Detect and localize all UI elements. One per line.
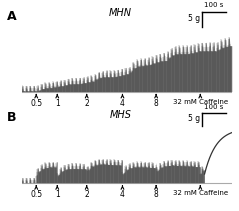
Text: B: B — [7, 111, 16, 124]
Text: 32 mM Caffeine: 32 mM Caffeine — [173, 99, 228, 105]
Text: 4: 4 — [120, 99, 125, 108]
Text: MHN: MHN — [109, 8, 132, 18]
Text: 2: 2 — [84, 190, 89, 199]
Text: 0.5: 0.5 — [30, 99, 42, 108]
Text: 2: 2 — [84, 99, 89, 108]
Text: 1: 1 — [55, 190, 60, 199]
Text: 5 g: 5 g — [188, 114, 200, 123]
Text: 100 s: 100 s — [204, 104, 224, 110]
Text: 4: 4 — [120, 190, 125, 199]
Text: 0.5: 0.5 — [30, 190, 42, 199]
Text: 8: 8 — [154, 190, 158, 199]
Text: MHS: MHS — [109, 110, 131, 120]
Text: 1: 1 — [55, 99, 60, 108]
Text: 8: 8 — [154, 99, 158, 108]
Text: 5 g: 5 g — [188, 14, 200, 23]
Text: 100 s: 100 s — [204, 3, 224, 8]
Text: A: A — [7, 10, 16, 23]
Text: 32 mM Caffeine: 32 mM Caffeine — [173, 190, 228, 196]
